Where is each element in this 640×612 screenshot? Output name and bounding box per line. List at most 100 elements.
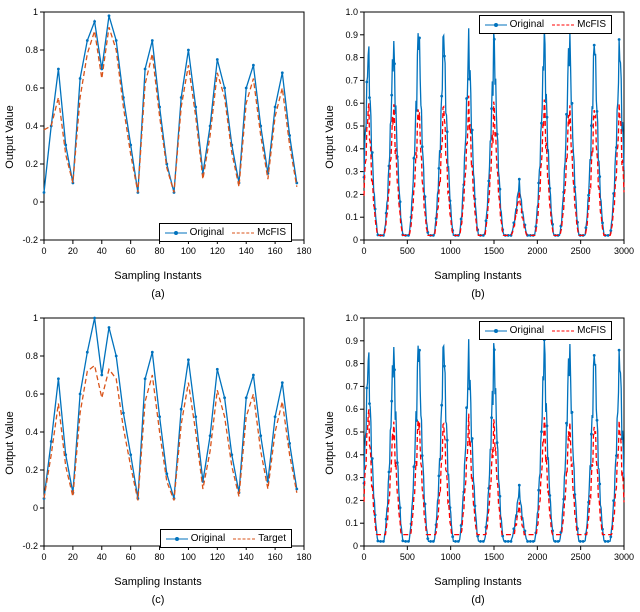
svg-text:140: 140 — [239, 246, 254, 256]
svg-text:0.6: 0.6 — [345, 404, 358, 414]
svg-text:0: 0 — [361, 246, 366, 256]
subcaption: (c) — [152, 594, 165, 606]
svg-text:0: 0 — [41, 246, 46, 256]
svg-text:0: 0 — [33, 197, 38, 207]
legend-label: Original — [510, 325, 544, 336]
svg-text:180: 180 — [296, 552, 311, 562]
legend-item: Original — [166, 533, 225, 544]
legend-item: Original — [485, 19, 544, 30]
svg-text:0.7: 0.7 — [345, 381, 358, 391]
xlabel: Sampling Instants — [434, 270, 521, 282]
panel-c: -0.200.20.40.60.810204060801001201401601… — [0, 306, 320, 612]
svg-text:2000: 2000 — [527, 246, 547, 256]
svg-text:80: 80 — [155, 552, 165, 562]
svg-text:0.4: 0.4 — [345, 144, 358, 154]
svg-text:3000: 3000 — [614, 246, 634, 256]
ylabel: Output Value — [324, 105, 336, 168]
subcaption: (d) — [471, 594, 484, 606]
svg-text:0: 0 — [33, 503, 38, 513]
svg-text:2000: 2000 — [527, 552, 547, 562]
plot-d: 00.10.20.30.40.50.60.70.80.91.0050010001… — [322, 310, 634, 570]
svg-text:1000: 1000 — [441, 246, 461, 256]
svg-text:0: 0 — [361, 552, 366, 562]
svg-text:20: 20 — [68, 246, 78, 256]
svg-text:40: 40 — [97, 246, 107, 256]
svg-text:120: 120 — [210, 246, 225, 256]
svg-text:100: 100 — [181, 552, 196, 562]
legend-label: McFIS — [577, 325, 606, 336]
subcaption: (a) — [151, 288, 164, 300]
svg-text:0.8: 0.8 — [345, 359, 358, 369]
svg-text:0.2: 0.2 — [25, 159, 38, 169]
legend-label: McFIS — [577, 19, 606, 30]
ylabel: Output Value — [4, 411, 16, 474]
svg-text:0.2: 0.2 — [345, 495, 358, 505]
legend-item: McFIS — [552, 325, 606, 336]
legend-label: Original — [190, 227, 224, 238]
svg-text:140: 140 — [239, 552, 254, 562]
legend: OriginalMcFIS — [159, 223, 292, 242]
svg-text:0.9: 0.9 — [345, 336, 358, 346]
legend-label: Original — [191, 533, 225, 544]
svg-text:1.0: 1.0 — [345, 7, 358, 17]
svg-text:60: 60 — [126, 552, 136, 562]
svg-text:80: 80 — [155, 246, 165, 256]
svg-text:-0.2: -0.2 — [22, 541, 38, 551]
svg-text:1: 1 — [33, 313, 38, 323]
svg-text:0.5: 0.5 — [345, 427, 358, 437]
legend: Original Target — [160, 529, 292, 548]
legend-item: Original — [485, 325, 544, 336]
svg-text:0.1: 0.1 — [345, 212, 358, 222]
legend-label: Original — [510, 19, 544, 30]
legend: Original McFIS — [479, 15, 612, 34]
panel-d: 00.10.20.30.40.50.60.70.80.91.0050010001… — [320, 306, 640, 612]
legend-item: Original — [165, 227, 224, 238]
svg-text:100: 100 — [181, 246, 196, 256]
subcaption: (b) — [471, 288, 484, 300]
svg-text:120: 120 — [210, 552, 225, 562]
xlabel: Sampling Instants — [114, 576, 201, 588]
chart-grid: -0.200.20.40.60.810204060801001201401601… — [0, 0, 640, 612]
svg-text:1: 1 — [33, 7, 38, 17]
panel-b: 0 0.1 0.2 0.3 0.4 0.5 0.6 0.7 0.8 0.9 1.0 0 500 1000 1… — [320, 0, 640, 306]
svg-text:1500: 1500 — [484, 552, 504, 562]
svg-text:0.4: 0.4 — [345, 450, 358, 460]
svg-text:500: 500 — [400, 246, 415, 256]
svg-text:0.8: 0.8 — [345, 53, 358, 63]
legend: Original McFIS — [479, 321, 612, 340]
xlabel: Sampling Instants — [114, 270, 201, 282]
xlabel: Sampling Instants — [434, 576, 521, 588]
svg-text:0.7: 0.7 — [345, 75, 358, 85]
svg-text:-0.2: -0.2 — [22, 235, 38, 245]
svg-text:3000: 3000 — [614, 552, 634, 562]
svg-text:40: 40 — [97, 552, 107, 562]
svg-text:0.8: 0.8 — [25, 45, 38, 55]
svg-text:180: 180 — [296, 246, 311, 256]
svg-text:0.5: 0.5 — [345, 121, 358, 131]
svg-text:1000: 1000 — [441, 552, 461, 562]
svg-text:0.4: 0.4 — [25, 427, 38, 437]
svg-text:0: 0 — [41, 552, 46, 562]
plot-b: 0 0.1 0.2 0.3 0.4 0.5 0.6 0.7 0.8 0.9 1.0 0 500 1000 1… — [322, 4, 634, 264]
svg-text:0.2: 0.2 — [345, 189, 358, 199]
svg-text:1500: 1500 — [484, 246, 504, 256]
svg-text:0: 0 — [353, 541, 358, 551]
svg-text:0.6: 0.6 — [345, 98, 358, 108]
svg-text:160: 160 — [268, 552, 283, 562]
legend-label: Target — [258, 533, 286, 544]
ylabel: Output Value — [324, 411, 336, 474]
legend-item: Target — [233, 533, 286, 544]
svg-text:2500: 2500 — [571, 246, 591, 256]
svg-text:0.3: 0.3 — [345, 167, 358, 177]
svg-text:60: 60 — [126, 246, 136, 256]
svg-text:0.9: 0.9 — [345, 30, 358, 40]
ylabel: Output Value — [4, 105, 16, 168]
svg-text:0.2: 0.2 — [25, 465, 38, 475]
svg-text:0.3: 0.3 — [345, 473, 358, 483]
svg-text:0.8: 0.8 — [25, 351, 38, 361]
svg-text:0.6: 0.6 — [25, 389, 38, 399]
svg-text:500: 500 — [400, 552, 415, 562]
svg-text:0: 0 — [353, 235, 358, 245]
svg-text:0.4: 0.4 — [25, 121, 38, 131]
panel-a: -0.200.20.40.60.810204060801001201401601… — [0, 0, 320, 306]
